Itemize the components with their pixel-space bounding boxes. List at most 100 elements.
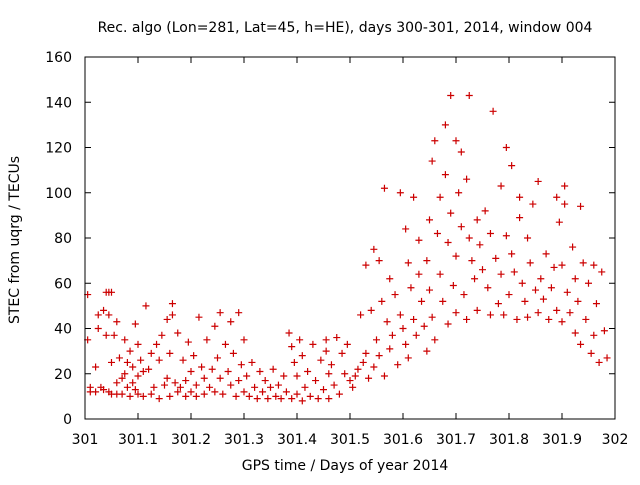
- data-point: [380, 184, 388, 192]
- data-point: [105, 311, 113, 319]
- data-point: [571, 329, 579, 337]
- data-point: [168, 300, 176, 308]
- data-point: [380, 372, 388, 380]
- data-point: [513, 315, 521, 323]
- data-point: [489, 107, 497, 115]
- data-point: [304, 367, 312, 375]
- data-point: [537, 275, 545, 283]
- x-tick-label: 301.7: [436, 432, 476, 448]
- y-tick-label: 160: [45, 50, 72, 66]
- data-point: [518, 279, 526, 287]
- data-point: [370, 363, 378, 371]
- data-point: [553, 193, 561, 201]
- data-point: [431, 336, 439, 344]
- data-point: [274, 381, 282, 389]
- data-point: [232, 392, 240, 400]
- data-point: [211, 322, 219, 330]
- data-point: [354, 365, 362, 373]
- data-point: [444, 320, 452, 328]
- data-point: [277, 395, 285, 403]
- data-point: [256, 367, 264, 375]
- data-point: [587, 349, 595, 357]
- data-point: [569, 243, 577, 251]
- data-point: [147, 390, 155, 398]
- data-point: [598, 268, 606, 276]
- data-point: [447, 209, 455, 217]
- data-point: [261, 377, 269, 385]
- y-tick-label: 100: [45, 186, 72, 202]
- data-point: [296, 336, 304, 344]
- data-point: [314, 395, 322, 403]
- data-point: [386, 275, 394, 283]
- data-point: [457, 148, 465, 156]
- data-point: [545, 315, 553, 323]
- y-tick-label: 40: [54, 322, 72, 338]
- data-point: [600, 327, 608, 335]
- data-point: [449, 282, 457, 290]
- data-point: [555, 218, 563, 226]
- data-point: [396, 311, 404, 319]
- data-point: [129, 379, 137, 387]
- data-point: [484, 284, 492, 292]
- data-point: [161, 381, 168, 389]
- data-point: [335, 390, 343, 398]
- data-point: [558, 318, 566, 326]
- data-point: [126, 392, 134, 400]
- data-point: [240, 336, 248, 344]
- x-tick-label: 301.9: [542, 432, 582, 448]
- data-point: [198, 363, 206, 371]
- data-point: [330, 381, 338, 389]
- data-point: [388, 331, 396, 339]
- data-point: [479, 266, 486, 274]
- data-point: [497, 270, 505, 278]
- data-point: [200, 390, 208, 398]
- data-point: [404, 259, 412, 267]
- data-point: [267, 383, 274, 391]
- data-point: [206, 383, 214, 391]
- data-point: [134, 390, 142, 398]
- data-point: [200, 374, 208, 382]
- data-point: [208, 365, 216, 373]
- y-tick-label: 80: [54, 231, 72, 247]
- data-point: [121, 336, 129, 344]
- data-point: [224, 367, 232, 375]
- data-point: [102, 331, 110, 339]
- data-point: [486, 311, 494, 319]
- x-tick-label: 302: [602, 432, 629, 448]
- data-point: [121, 370, 129, 378]
- data-point: [539, 295, 547, 303]
- data-point: [272, 392, 280, 400]
- data-point: [492, 254, 500, 262]
- data-point: [235, 377, 243, 385]
- data-point: [293, 372, 301, 380]
- data-point: [134, 340, 142, 348]
- data-point: [529, 200, 537, 208]
- data-point: [532, 286, 539, 294]
- data-point: [338, 349, 346, 357]
- data-point: [415, 236, 423, 244]
- data-point: [153, 340, 161, 348]
- data-point: [137, 356, 145, 364]
- data-point: [343, 340, 351, 348]
- data-point: [534, 177, 542, 185]
- data-point: [455, 189, 463, 197]
- data-point: [415, 270, 423, 278]
- y-axis-label: STEC from uqrg / TECUs: [7, 156, 23, 324]
- data-point: [282, 388, 290, 396]
- data-point: [590, 331, 598, 339]
- data-point: [253, 395, 261, 403]
- data-point: [139, 392, 147, 400]
- data-point: [322, 336, 330, 344]
- data-point: [494, 300, 502, 308]
- data-point: [502, 232, 510, 240]
- data-point: [150, 383, 158, 391]
- axes: 301 301.1 301.2 301.3 301.4 301.5 301.6 301.7 30…: [45, 50, 628, 448]
- data-point: [561, 182, 569, 190]
- data-point: [426, 216, 433, 224]
- data-point: [473, 216, 481, 224]
- y-tick-label: 120: [45, 141, 72, 157]
- data-points: [84, 91, 611, 405]
- data-point: [441, 171, 449, 179]
- data-point: [516, 193, 524, 201]
